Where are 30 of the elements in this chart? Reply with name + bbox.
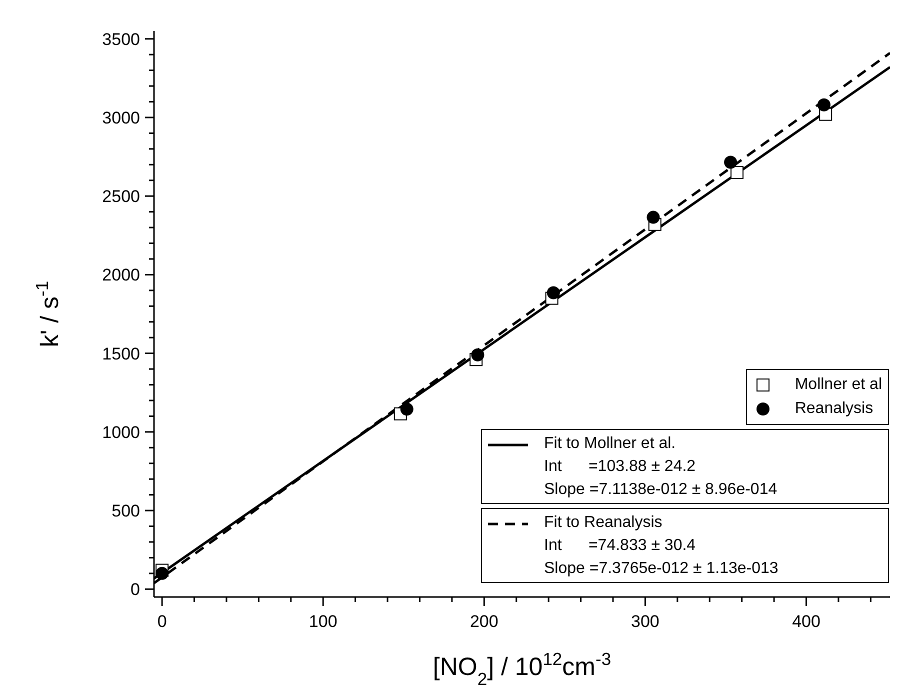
- y-tick-label: 500: [112, 502, 140, 521]
- y-tick-label: 2000: [102, 266, 140, 285]
- point: [817, 98, 830, 112]
- legend-label: Fit to Mollner et al.: [544, 435, 676, 452]
- point: [546, 286, 560, 300]
- point: [646, 210, 660, 224]
- legend-label: Fit to Reanalysis: [544, 514, 662, 531]
- y-tick-label: 1000: [102, 422, 140, 442]
- annotation: Slope =7.3765e-012 ± 1.13e-013: [544, 560, 778, 577]
- y-tick-label: 1500: [102, 344, 140, 364]
- x-tick-label: 200: [470, 612, 498, 631]
- x-tick-label: 100: [308, 612, 338, 631]
- y-tick-label: 3500: [102, 30, 140, 49]
- point: [400, 402, 414, 416]
- point: [724, 156, 738, 169]
- x-axis-title: [NO$_{2}$] / 10$^{12}$cm$^{-3}$: [432, 649, 612, 689]
- y-tick-label: 3000: [102, 108, 140, 128]
- legend-label: Mollner et al: [794, 375, 882, 395]
- point: [730, 166, 744, 179]
- point: [156, 566, 169, 580]
- annotation: Int =103.88 ± 24.2: [544, 458, 696, 475]
- y-tick-label: 2500: [102, 187, 140, 206]
- x-tick-label: 400: [792, 612, 820, 631]
- point: [471, 348, 484, 362]
- x-tick-label: 300: [631, 612, 660, 631]
- legend-label: Reanalysis: [794, 399, 874, 419]
- annotation: Slope =7.1138e-012 ± 8.96e-014: [544, 481, 778, 498]
- annotation: Int =74.833 ± 30.4: [544, 537, 696, 554]
- y-tick-label: 0: [130, 580, 140, 600]
- x-tick-label: 0: [157, 612, 167, 631]
